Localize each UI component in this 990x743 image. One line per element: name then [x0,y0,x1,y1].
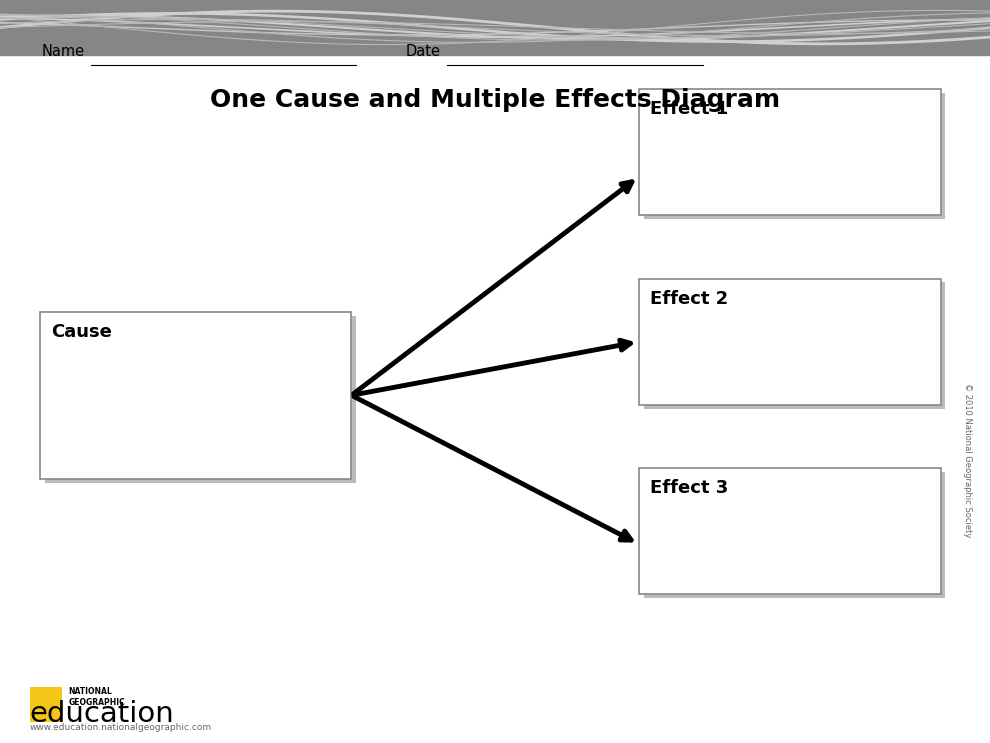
Text: Effect 2: Effect 2 [650,290,729,308]
Text: Cause: Cause [51,323,112,341]
Text: Name: Name [42,45,85,59]
Text: Date: Date [406,45,441,59]
Bar [644,282,945,409]
Bar [639,89,940,215]
Bar [639,468,940,594]
Bar [639,279,940,405]
Bar [45,316,356,483]
Bar [0,0,990,55]
Text: © 2010 National Geographic Society: © 2010 National Geographic Society [962,383,972,538]
Text: www.education.nationalgeographic.com: www.education.nationalgeographic.com [30,723,212,732]
Text: NATIONAL
GEOGRAPHIC: NATIONAL GEOGRAPHIC [68,687,125,707]
Text: education: education [30,700,174,728]
Text: Effect 1: Effect 1 [650,100,729,118]
Bar [30,687,62,722]
Bar [644,472,945,598]
Bar [644,93,945,219]
Text: Effect 3: Effect 3 [650,479,729,497]
Text: One Cause and Multiple Effects Diagram: One Cause and Multiple Effects Diagram [210,88,780,111]
Bar [40,312,351,479]
